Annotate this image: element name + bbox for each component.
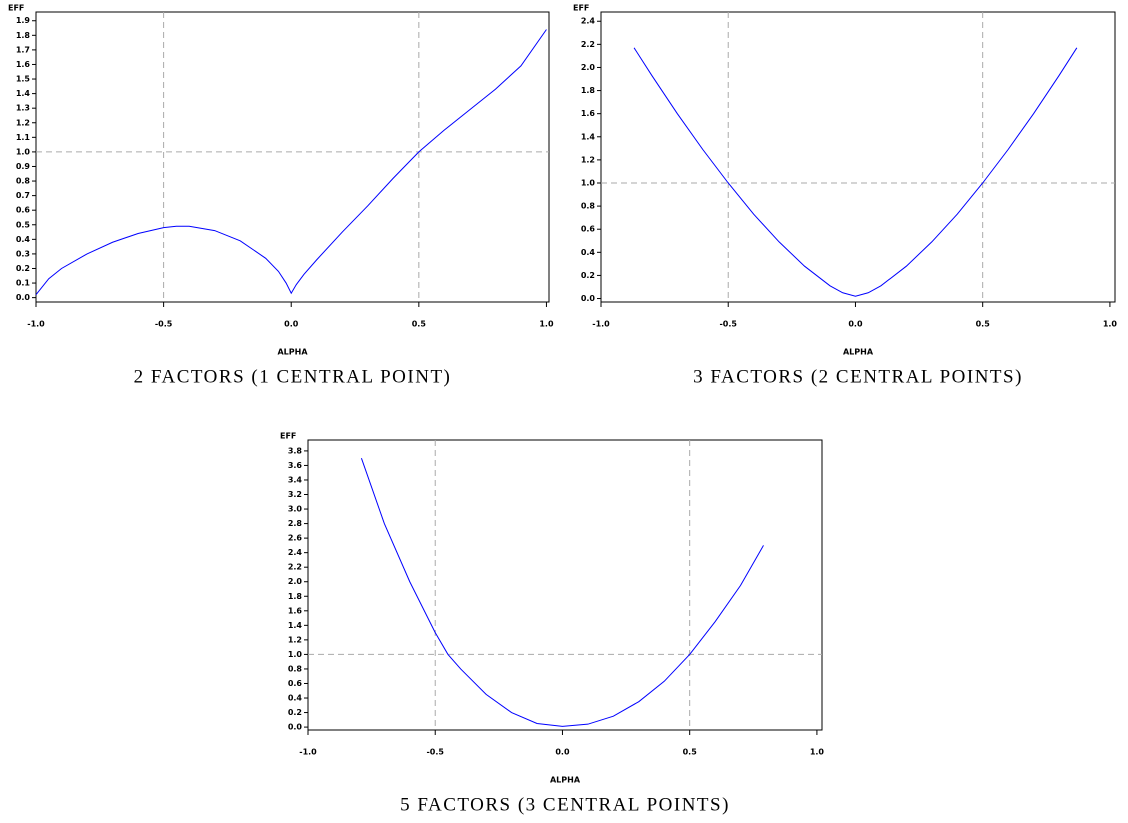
y-tick-label: 1.5 <box>16 75 31 84</box>
y-tick-label: 2.6 <box>288 534 303 543</box>
data-line <box>35 29 547 296</box>
chart-caption: 5 FACTORS (3 CENTRAL POINTS) <box>400 794 730 815</box>
y-axis-label: EFF <box>280 432 296 441</box>
y-tick-label: 1.8 <box>288 592 303 601</box>
x-tick-label: 0.0 <box>848 320 863 329</box>
y-tick-label: 0.2 <box>581 271 595 280</box>
y-tick-label: 1.4 <box>288 621 303 630</box>
x-tick-label: 0.0 <box>555 748 570 757</box>
y-tick-label: 0.4 <box>16 235 31 244</box>
y-tick-label: 1.0 <box>581 178 596 187</box>
data-line <box>360 458 764 727</box>
y-tick-label: 1.6 <box>16 60 31 69</box>
y-axis-label: EFF <box>8 4 24 13</box>
y-tick-label: 0.2 <box>16 264 30 273</box>
y-tick-label: 0.7 <box>16 191 30 200</box>
y-tick-label: 0.8 <box>16 177 31 186</box>
x-tick-label: -1.0 <box>299 748 317 757</box>
y-tick-label: 1.4 <box>16 89 31 98</box>
x-tick-label: 0.5 <box>683 748 698 757</box>
data-line <box>633 47 1078 297</box>
chart-caption: 2 FACTORS (1 CENTRAL POINT) <box>134 366 452 387</box>
x-tick-label: -0.5 <box>155 320 173 329</box>
y-tick-label: 1.7 <box>16 45 30 54</box>
y-tick-label: 2.2 <box>288 563 302 572</box>
x-tick-label: -1.0 <box>27 320 45 329</box>
y-axis-label: EFF <box>573 4 589 13</box>
y-tick-label: 1.2 <box>288 635 302 644</box>
chart-caption: 3 FACTORS (2 CENTRAL POINTS) <box>693 366 1023 387</box>
y-tick-label: 0.0 <box>288 723 303 732</box>
plot-frame <box>35 11 550 303</box>
plot-frame <box>600 11 1116 303</box>
y-tick-label: 1.8 <box>581 86 596 95</box>
y-tick-label: 2.0 <box>581 63 596 72</box>
y-tick-label: 2.8 <box>288 519 303 528</box>
x-tick-label: 0.0 <box>284 320 299 329</box>
y-tick-label: 2.4 <box>288 548 303 557</box>
y-tick-label: 1.6 <box>581 109 596 118</box>
y-tick-label: 0.1 <box>16 279 31 288</box>
y-tick-label: 0.6 <box>288 679 303 688</box>
x-tick-label: -1.0 <box>592 320 610 329</box>
y-tick-label: 2.0 <box>288 577 303 586</box>
y-tick-label: 1.6 <box>288 606 303 615</box>
plot-frame <box>307 439 823 731</box>
y-tick-label: 2.4 <box>581 17 596 26</box>
x-tick-label: 0.5 <box>976 320 991 329</box>
y-tick-label: 3.2 <box>288 490 302 499</box>
x-tick-label: 1.0 <box>810 748 825 757</box>
y-tick-label: 3.0 <box>288 505 303 514</box>
y-tick-label: 0.0 <box>581 294 596 303</box>
y-tick-label: 0.9 <box>16 162 31 171</box>
y-tick-label: 1.2 <box>16 118 30 127</box>
x-axis-label: ALPHA <box>843 348 874 357</box>
x-axis-label: ALPHA <box>550 776 581 785</box>
x-tick-label: 1.0 <box>539 320 554 329</box>
y-tick-label: 0.4 <box>288 694 303 703</box>
y-tick-label: 1.0 <box>16 147 31 156</box>
y-tick-label: 0.5 <box>16 220 31 229</box>
y-tick-label: 3.6 <box>288 461 303 470</box>
y-tick-label: 0.8 <box>581 202 596 211</box>
y-tick-label: 1.0 <box>288 650 303 659</box>
y-tick-label: 0.3 <box>16 249 30 258</box>
y-tick-label: 0.8 <box>288 664 303 673</box>
y-tick-label: 0.0 <box>16 293 31 302</box>
y-tick-label: 0.4 <box>581 248 596 257</box>
y-tick-label: 0.2 <box>288 708 302 717</box>
y-tick-label: 1.1 <box>16 133 31 142</box>
y-tick-label: 3.8 <box>288 446 303 455</box>
y-tick-label: 0.6 <box>581 225 596 234</box>
y-tick-label: 1.3 <box>16 104 30 113</box>
x-tick-label: -0.5 <box>719 320 737 329</box>
x-tick-label: 0.5 <box>412 320 427 329</box>
y-tick-label: 0.6 <box>16 206 31 215</box>
y-tick-label: 3.4 <box>288 475 303 484</box>
y-tick-label: 2.2 <box>581 40 595 49</box>
x-tick-label: 1.0 <box>1103 320 1118 329</box>
x-tick-label: -0.5 <box>426 748 444 757</box>
y-tick-label: 1.8 <box>16 31 31 40</box>
y-tick-label: 1.9 <box>16 16 31 25</box>
x-axis-label: ALPHA <box>277 348 308 357</box>
y-tick-label: 1.2 <box>581 155 595 164</box>
y-tick-label: 1.4 <box>581 132 596 141</box>
